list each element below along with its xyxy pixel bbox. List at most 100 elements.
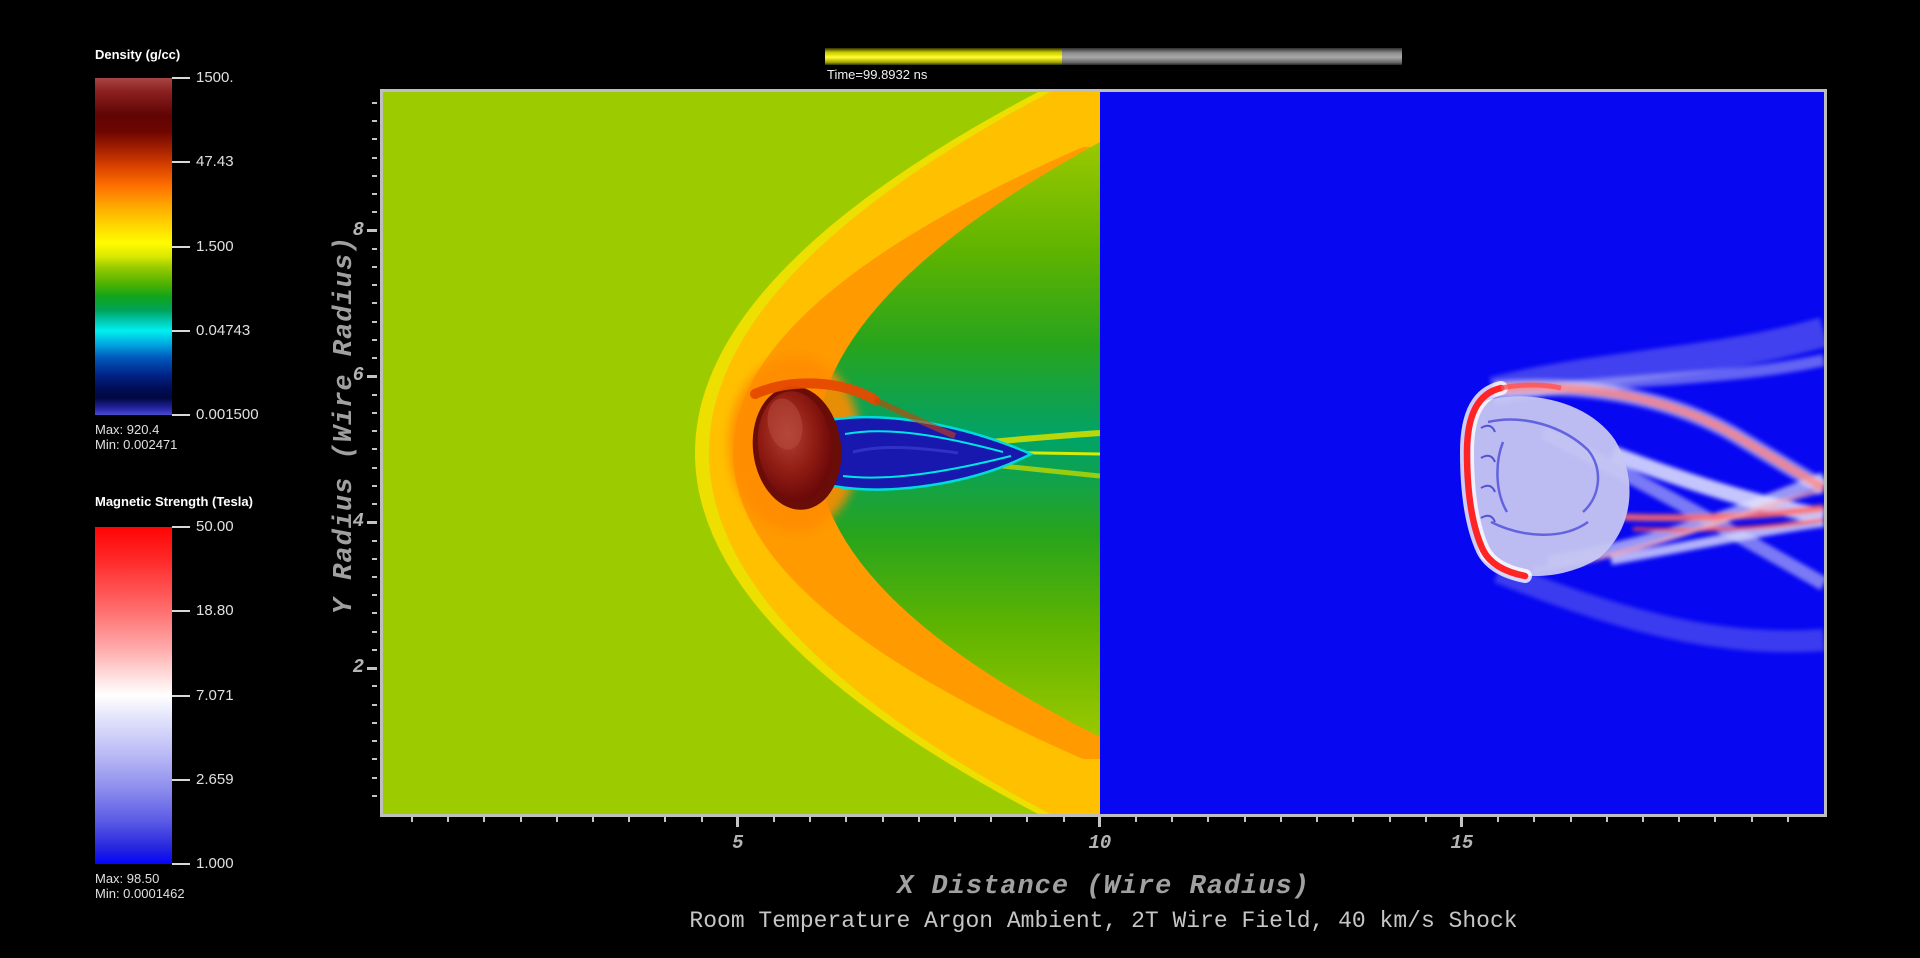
colorbar-tick-label: 1500. — [196, 69, 234, 86]
axis-tick — [1497, 817, 1500, 822]
axis-tick — [372, 284, 377, 287]
axis-tick — [628, 817, 631, 822]
magnetic-colorbar-title: Magnetic Strength (Tesla) — [95, 494, 253, 509]
axis-tick — [1316, 817, 1319, 822]
axis-tick — [372, 776, 377, 779]
axis-tick — [372, 539, 377, 542]
axis-tick — [372, 594, 377, 597]
axis-tick — [372, 612, 377, 615]
density-colorbar — [95, 78, 172, 415]
axis-tick — [954, 817, 957, 822]
axis-tick — [372, 557, 377, 560]
compression-arc — [1463, 384, 1529, 580]
axis-tick — [990, 817, 993, 822]
axis-tick — [372, 247, 377, 250]
density-min-label: Min: 0.002471 — [95, 437, 178, 452]
axis-tick — [1098, 817, 1102, 827]
axis-tick — [372, 794, 377, 797]
colorbar-tick-label: 1.500 — [196, 237, 234, 255]
colorbar-tick — [172, 414, 190, 416]
magnetic-colorbar — [95, 527, 172, 864]
axis-tick — [881, 817, 884, 822]
axis-tick — [372, 120, 377, 123]
axis-tick — [367, 374, 377, 378]
plot-title: Room Temperature Argon Ambient, 2T Wire … — [689, 908, 1518, 934]
axis-tick — [372, 338, 377, 341]
axis-tick — [1279, 817, 1282, 822]
density-colorbar-title: Density (g/cc) — [95, 47, 181, 62]
axis-tick — [1352, 817, 1355, 822]
axis-tick — [591, 817, 594, 822]
axis-tick — [372, 156, 377, 159]
magnetic-field — [1100, 92, 1824, 814]
axis-tick-label: 15 — [1450, 832, 1474, 854]
time-progress-bar — [825, 48, 1402, 65]
time-label: Time=99.8932 ns — [827, 67, 928, 82]
axis-tick — [917, 817, 920, 822]
axis-tick — [1207, 817, 1210, 822]
axis-tick — [700, 817, 703, 822]
axis-tick — [1424, 817, 1427, 822]
colorbar-tick-label: 2.659 — [196, 770, 234, 788]
red-shock-arc — [750, 378, 880, 405]
axis-tick — [372, 630, 377, 633]
colorbar-tick-label: 47.43 — [196, 153, 234, 171]
axis-tick-label: 5 — [732, 832, 744, 854]
axis-tick — [372, 575, 377, 578]
y-axis-label: Y Radius (Wire Radius) — [330, 235, 360, 615]
axis-tick — [372, 138, 377, 141]
colorbar-tick — [172, 863, 190, 865]
axis-tick — [845, 817, 848, 822]
axis-tick — [1641, 817, 1644, 822]
axis-tick — [372, 229, 377, 232]
plot-canvas[interactable] — [380, 89, 1827, 817]
axis-tick — [372, 484, 377, 487]
axis-tick — [372, 703, 377, 706]
colorbar-tick-label: 50.00 — [196, 518, 234, 535]
vortex-filament — [852, 445, 959, 455]
time-progress-fill — [825, 48, 1062, 65]
axis-tick — [372, 375, 377, 378]
axis-tick — [1460, 817, 1463, 822]
axis-tick — [1605, 817, 1608, 822]
axis-tick — [372, 685, 377, 688]
axis-tick — [372, 101, 377, 104]
axis-tick — [1243, 817, 1246, 822]
axis-tick — [1714, 817, 1717, 822]
axis-tick — [773, 817, 776, 822]
axis-tick — [809, 817, 812, 822]
axis-tick — [367, 229, 377, 233]
axis-tick — [372, 393, 377, 396]
wire-blob-highlight — [767, 398, 803, 450]
colorbar-tick — [172, 329, 190, 332]
axis-tick — [372, 503, 377, 506]
axis-tick — [736, 817, 739, 822]
axis-tick — [1750, 817, 1753, 822]
density-field — [383, 92, 1100, 814]
axis-tick — [372, 466, 377, 469]
axis-tick — [372, 320, 377, 323]
axis-tick — [1098, 817, 1101, 822]
axis-tick — [372, 266, 377, 269]
colorbar-tick — [172, 161, 190, 164]
colorbar-tick — [172, 245, 190, 248]
compression-arc-top — [1500, 382, 1562, 391]
axis-tick — [1388, 817, 1391, 822]
colorbar-tick — [172, 778, 190, 781]
colorbar-tick — [172, 526, 190, 528]
axis-tick — [372, 721, 377, 724]
axis-tick — [372, 193, 377, 196]
axis-tick — [372, 430, 377, 433]
time-progress-remainder — [1061, 48, 1402, 65]
vortex-filament — [842, 455, 1012, 479]
colorbar-tick — [172, 77, 190, 79]
colorbar-tick-label: 1.000 — [196, 855, 234, 872]
magnetic-filaments — [1480, 418, 1600, 536]
axis-tick — [367, 520, 377, 524]
colorbar-tick — [172, 610, 190, 613]
magnetic-max-label: Max: 98.50 — [95, 871, 160, 886]
axis-tick — [555, 817, 558, 822]
magnetic-colorbar-ticks: 50.00 18.80 7.071 2.659 1.000 — [172, 518, 332, 872]
pseudocolor-field — [383, 92, 1824, 814]
